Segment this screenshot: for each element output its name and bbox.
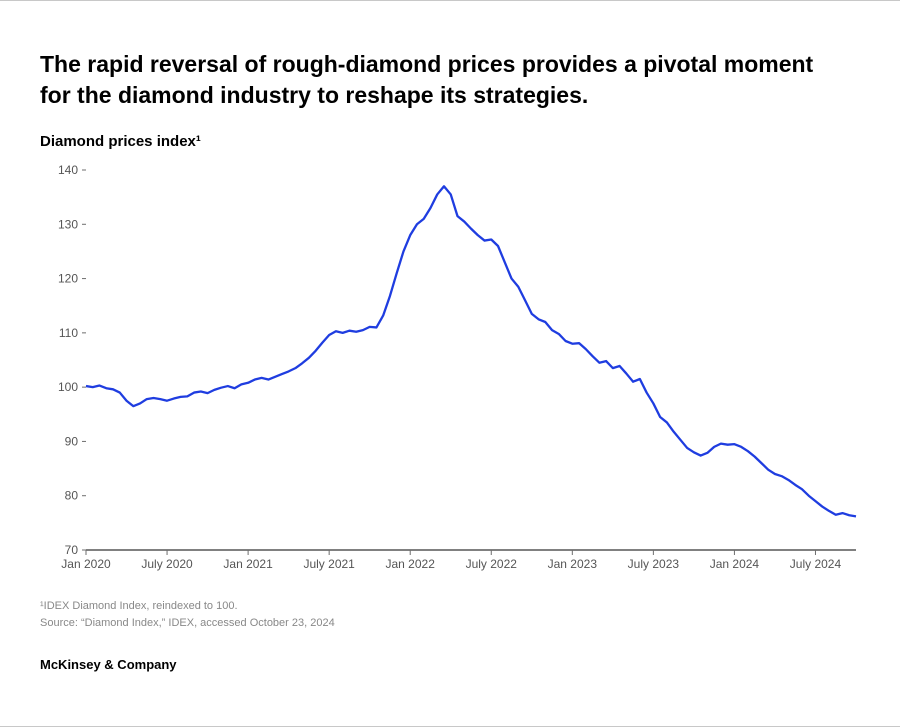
chart-page: The rapid reversal of rough-diamond pric… <box>0 0 900 727</box>
y-tick-label: 140 <box>58 163 78 177</box>
footnote-1: ¹IDEX Diamond Index, reindexed to 100. <box>40 598 860 615</box>
chart-subtitle: Diamond prices index¹ <box>40 133 860 150</box>
x-tick-label: July 2022 <box>466 557 518 571</box>
x-tick-label: July 2023 <box>628 557 680 571</box>
chart-svg: 70 80 90 100 110 120 130 140 Jan 2020 July 2020 Ja… <box>40 162 860 582</box>
y-tick-label: 70 <box>65 543 79 557</box>
x-tick-label: Jan 2022 <box>386 557 436 571</box>
y-tick-label: 120 <box>58 272 78 286</box>
y-tick-label: 90 <box>65 435 79 449</box>
x-tick-label: Jan 2021 <box>223 557 273 571</box>
x-tick-label: Jan 2020 <box>61 557 111 571</box>
x-tick-label: July 2024 <box>790 557 842 571</box>
x-tick-label: Jan 2024 <box>710 557 760 571</box>
y-tick-label: 100 <box>58 380 78 394</box>
series-line <box>86 186 856 516</box>
x-tick-label: July 2021 <box>303 557 355 571</box>
x-tick-label: Jan 2023 <box>548 557 598 571</box>
line-chart: 70 80 90 100 110 120 130 140 Jan 2020 July 2020 Ja… <box>40 162 860 582</box>
headline: The rapid reversal of rough-diamond pric… <box>40 49 820 111</box>
x-tick-label: July 2020 <box>141 557 193 571</box>
brand-label: McKinsey & Company <box>40 657 860 672</box>
y-tick-label: 80 <box>65 489 79 503</box>
footnotes: ¹IDEX Diamond Index, reindexed to 100. S… <box>40 598 860 631</box>
y-tick-label: 110 <box>59 326 78 340</box>
footnote-2: Source: “Diamond Index,” IDEX, accessed … <box>40 615 860 632</box>
y-tick-label: 130 <box>58 217 78 231</box>
